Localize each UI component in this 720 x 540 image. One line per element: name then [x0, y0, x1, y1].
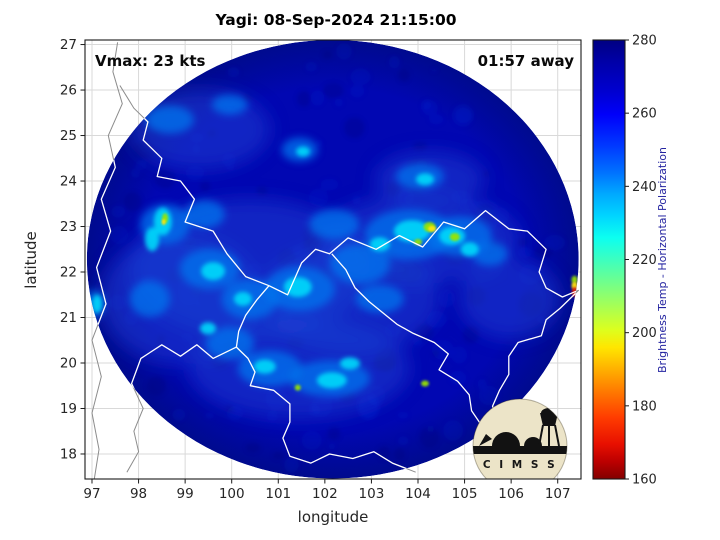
y-tick-label: 20: [60, 355, 77, 371]
small-dome-icon: [524, 437, 542, 446]
x-tick-label: 97: [83, 486, 100, 502]
colorbar-gradient: [593, 40, 625, 479]
y-tick-label: 19: [60, 401, 77, 417]
satellite-dish-icon: [479, 434, 492, 446]
x-tick-label: 102: [312, 486, 338, 502]
colorbar-tick-label: 260: [632, 107, 657, 122]
y-tick-label: 26: [60, 83, 77, 99]
colorbar-tick-label: 240: [632, 180, 657, 195]
x-tick-label: 98: [130, 486, 147, 502]
logo-ground: [473, 446, 567, 454]
x-tick-label: 104: [405, 486, 431, 502]
water-tower-legs: [538, 424, 560, 447]
plot-title: Yagi: 08-Sep-2024 21:15:00: [214, 11, 456, 29]
cloud-layer-cyan-cores: [92, 146, 479, 389]
observatory-dome-icon: [492, 432, 520, 446]
country-border: [119, 85, 579, 298]
y-tick-label: 21: [60, 310, 77, 326]
y-axis-label: latitude: [22, 231, 40, 289]
country-border: [235, 346, 416, 473]
colorbar: 280 260 240 220 200 180 160: [592, 34, 657, 488]
map-borders-inside-swath: [91, 42, 579, 479]
colorbar-label: Brightness Temp - Horizontal Polarizatio…: [656, 147, 669, 373]
y-tick-label: 23: [60, 219, 77, 235]
x-tick-label: 100: [219, 486, 245, 502]
water-tower-tank-icon: [540, 413, 558, 426]
x-tick-label: 99: [177, 486, 194, 502]
cimss-logo-text: C I M S S: [483, 459, 557, 471]
x-tick-label: 105: [452, 486, 478, 502]
time-to-arrival-annotation: 01:57 away: [478, 52, 575, 70]
y-tick-label: 24: [60, 174, 77, 190]
colorbar-tick-label: 200: [632, 326, 657, 341]
y-tick-label: 22: [60, 265, 77, 281]
axes-frame-and-ticks: 97 98 99 100 101 102 103 104 105 106 107 18 19 20 21 22…: [60, 37, 582, 502]
colorbar-tick-label: 160: [632, 473, 657, 488]
vmax-annotation: Vmax: 23 kts: [95, 52, 205, 70]
country-border: [235, 285, 270, 348]
cimss-logo: C I M S S: [472, 398, 568, 479]
y-tick-label: 25: [60, 128, 77, 144]
colorbar-tick-label: 220: [632, 253, 657, 268]
x-tick-label: 103: [359, 486, 385, 502]
satellite-swath: [86, 40, 579, 479]
colorbar-tick-label: 280: [632, 34, 657, 49]
axes-frame: [84, 39, 582, 480]
x-tick-label: 101: [265, 486, 291, 502]
x-tick-label: 106: [498, 486, 524, 502]
x-tick-label: 107: [545, 486, 571, 502]
colorbar-tick-label: 180: [632, 399, 657, 414]
cloud-layer-yellow-cells: [161, 219, 578, 290]
x-axis-label: longitude: [298, 508, 369, 526]
y-tick-label: 27: [60, 37, 77, 53]
y-tick-label: 18: [60, 446, 77, 462]
